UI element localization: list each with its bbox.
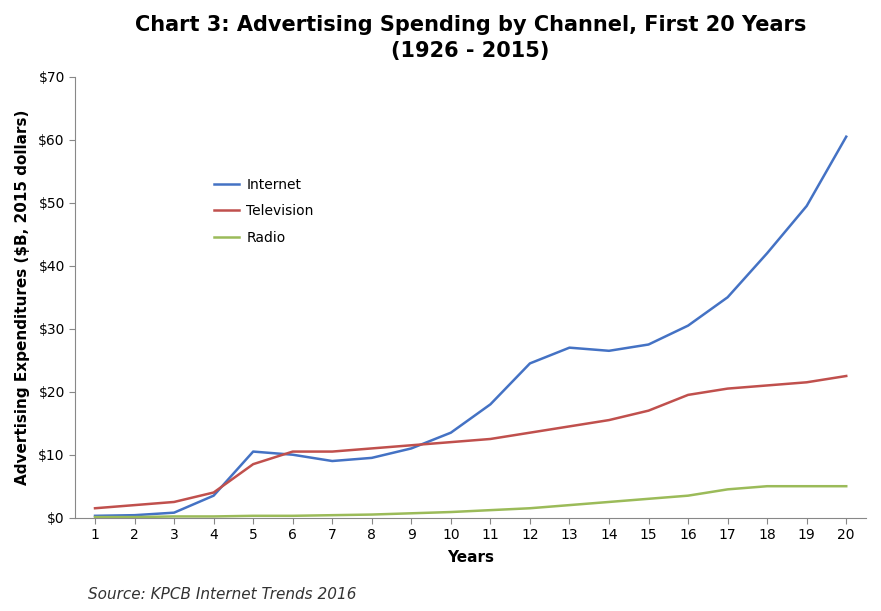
Television xyxy=(643,407,654,414)
Line: Radio: Radio xyxy=(95,486,847,517)
Television xyxy=(208,489,218,496)
Radio xyxy=(525,505,536,512)
Radio xyxy=(248,512,258,519)
Internet xyxy=(248,448,258,455)
Television xyxy=(564,423,574,430)
Internet xyxy=(406,445,417,452)
Radio xyxy=(722,486,733,493)
Y-axis label: Advertising Expenditures ($B, 2015 dollars): Advertising Expenditures ($B, 2015 dolla… xyxy=(15,109,30,485)
Television xyxy=(603,417,614,424)
Internet xyxy=(485,401,496,408)
Internet xyxy=(446,429,456,436)
Radio xyxy=(643,495,654,502)
Internet xyxy=(643,341,654,348)
Internet xyxy=(90,512,100,519)
Television xyxy=(327,448,337,455)
Internet xyxy=(525,360,536,367)
Text: Source: KPCB Internet Trends 2016: Source: KPCB Internet Trends 2016 xyxy=(88,587,357,602)
Internet xyxy=(327,458,337,465)
Internet xyxy=(564,344,574,351)
Internet xyxy=(130,511,140,519)
Television xyxy=(366,445,377,452)
Television xyxy=(287,448,298,455)
Radio xyxy=(762,483,773,490)
Internet xyxy=(603,347,614,354)
Television xyxy=(841,372,852,379)
Radio xyxy=(130,513,140,521)
Radio xyxy=(603,499,614,506)
Radio xyxy=(327,511,337,519)
Radio xyxy=(485,507,496,514)
Television xyxy=(406,442,417,449)
Television xyxy=(130,502,140,509)
Internet xyxy=(208,492,218,499)
Internet xyxy=(366,454,377,461)
Radio xyxy=(683,492,693,499)
Television xyxy=(90,505,100,512)
Internet xyxy=(802,202,812,210)
Radio xyxy=(366,511,377,518)
Television xyxy=(248,461,258,468)
Television xyxy=(446,439,456,446)
Radio xyxy=(287,512,298,519)
Television xyxy=(722,385,733,392)
Radio xyxy=(406,510,417,517)
Television xyxy=(802,379,812,386)
Radio xyxy=(841,483,852,490)
Television xyxy=(525,429,536,436)
Internet xyxy=(841,133,852,141)
Television xyxy=(169,499,180,506)
Internet xyxy=(762,249,773,257)
Legend: Internet, Television, Radio: Internet, Television, Radio xyxy=(209,172,319,250)
Internet xyxy=(169,509,180,516)
Internet xyxy=(287,451,298,458)
Television xyxy=(683,391,693,398)
Internet xyxy=(722,294,733,301)
Radio xyxy=(564,502,574,509)
Television xyxy=(762,382,773,389)
Radio xyxy=(802,483,812,490)
Line: Internet: Internet xyxy=(95,137,847,516)
Line: Television: Television xyxy=(95,376,847,508)
Radio xyxy=(446,508,456,516)
Title: Chart 3: Advertising Spending by Channel, First 20 Years
(1926 - 2015): Chart 3: Advertising Spending by Channel… xyxy=(135,15,806,61)
Television xyxy=(485,435,496,442)
X-axis label: Years: Years xyxy=(448,551,494,565)
Radio xyxy=(90,513,100,521)
Radio xyxy=(208,513,218,520)
Radio xyxy=(169,513,180,520)
Internet xyxy=(683,322,693,329)
